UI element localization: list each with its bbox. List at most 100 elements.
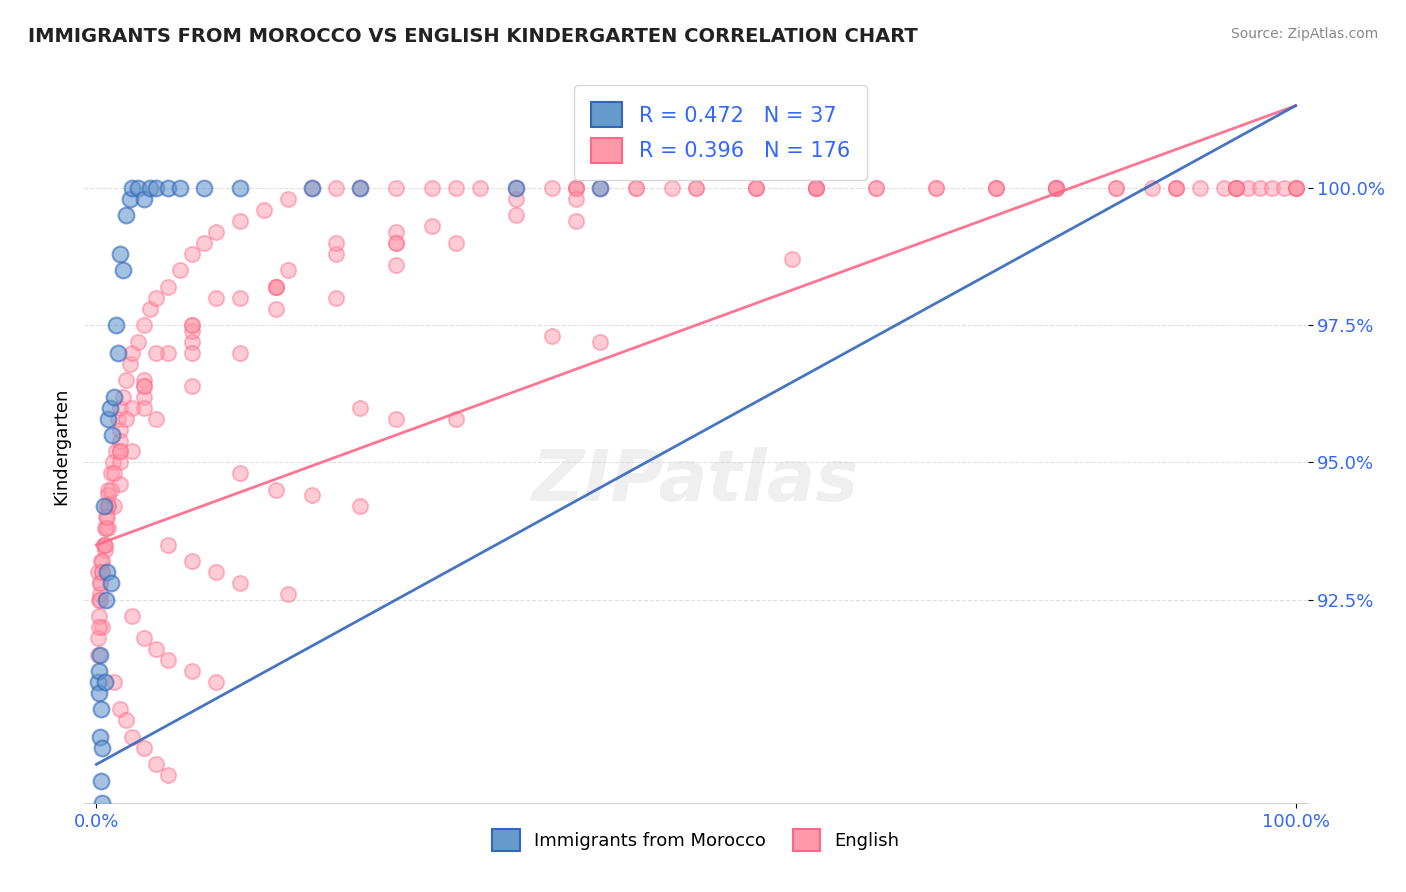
Point — [93, 538, 117, 552]
Point — [87, 620, 110, 634]
Point — [134, 378, 156, 392]
Point — [181, 318, 204, 333]
Point — [86, 675, 108, 690]
Point — [169, 263, 191, 277]
Point — [264, 483, 287, 497]
Point — [385, 235, 408, 250]
Point — [385, 181, 408, 195]
Point — [157, 768, 180, 782]
Point — [89, 648, 111, 662]
Point — [589, 181, 612, 195]
Point — [121, 345, 143, 359]
Point — [468, 181, 491, 195]
Point — [804, 181, 827, 195]
Point — [169, 181, 191, 195]
Point — [865, 181, 887, 195]
Point — [91, 620, 114, 634]
Point — [1225, 181, 1247, 195]
Point — [1045, 181, 1067, 195]
Point — [505, 181, 527, 195]
Point — [444, 181, 467, 195]
Point — [110, 444, 132, 458]
Point — [181, 334, 204, 349]
Point — [121, 401, 143, 415]
Point — [325, 181, 347, 195]
Point — [157, 345, 180, 359]
Point — [115, 209, 138, 223]
Point — [589, 334, 612, 349]
Point — [157, 538, 180, 552]
Point — [745, 181, 768, 195]
Point — [90, 702, 112, 716]
Point — [1249, 181, 1271, 195]
Point — [565, 214, 588, 228]
Point — [925, 181, 948, 195]
Point — [97, 411, 120, 425]
Point — [1188, 181, 1211, 195]
Point — [157, 653, 180, 667]
Point — [301, 488, 323, 502]
Point — [1225, 181, 1247, 195]
Point — [94, 510, 117, 524]
Point — [505, 181, 527, 195]
Point — [111, 263, 134, 277]
Point — [134, 401, 156, 415]
Point — [145, 642, 167, 657]
Point — [91, 554, 114, 568]
Point — [565, 181, 588, 195]
Point — [89, 730, 111, 744]
Point — [264, 280, 287, 294]
Point — [1164, 181, 1187, 195]
Point — [90, 554, 112, 568]
Point — [134, 740, 156, 755]
Point — [89, 587, 111, 601]
Point — [100, 467, 122, 481]
Point — [110, 434, 132, 448]
Point — [121, 444, 143, 458]
Point — [1164, 181, 1187, 195]
Point — [325, 235, 347, 250]
Point — [1045, 181, 1067, 195]
Point — [1045, 181, 1067, 195]
Point — [89, 576, 111, 591]
Point — [565, 181, 588, 195]
Point — [110, 455, 132, 469]
Point — [264, 280, 287, 294]
Y-axis label: Kindergarten: Kindergarten — [52, 387, 70, 505]
Point — [181, 247, 204, 261]
Point — [101, 428, 124, 442]
Point — [101, 455, 124, 469]
Point — [86, 631, 108, 645]
Point — [1225, 181, 1247, 195]
Point — [385, 235, 408, 250]
Point — [745, 181, 768, 195]
Point — [505, 192, 527, 206]
Point — [1212, 181, 1234, 195]
Point — [349, 500, 371, 514]
Point — [264, 301, 287, 316]
Point — [505, 209, 527, 223]
Point — [86, 566, 108, 580]
Point — [349, 181, 371, 195]
Point — [111, 390, 134, 404]
Point — [97, 483, 120, 497]
Point — [193, 235, 215, 250]
Point — [134, 378, 156, 392]
Point — [94, 521, 117, 535]
Point — [110, 702, 132, 716]
Point — [145, 291, 167, 305]
Point — [181, 324, 204, 338]
Point — [100, 483, 122, 497]
Point — [145, 411, 167, 425]
Point — [277, 587, 299, 601]
Point — [127, 181, 149, 195]
Point — [87, 686, 110, 700]
Point — [93, 543, 117, 558]
Point — [103, 500, 125, 514]
Point — [205, 566, 228, 580]
Point — [229, 291, 252, 305]
Point — [229, 181, 252, 195]
Point — [93, 538, 115, 552]
Point — [1284, 181, 1306, 195]
Point — [87, 592, 110, 607]
